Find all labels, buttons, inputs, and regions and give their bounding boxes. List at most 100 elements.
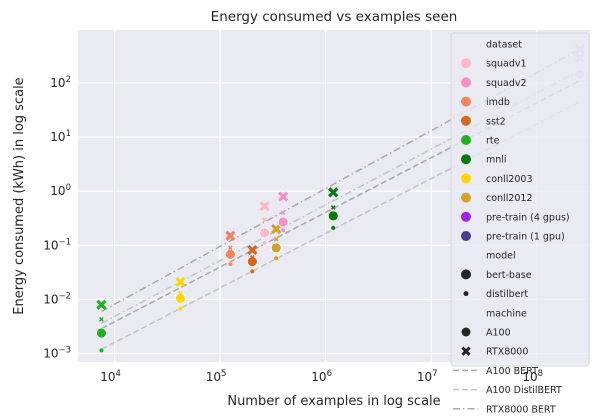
marker-stroke	[330, 205, 336, 210]
legend-label-sst2: sst2	[486, 116, 506, 127]
legend-label-line: A100 BERT	[486, 366, 538, 377]
legend-label-bert-base: bert-base	[486, 270, 532, 281]
marker-stroke	[461, 346, 471, 356]
data-point-circle	[227, 261, 233, 267]
marker-stroke	[178, 290, 183, 296]
legend-label-squadv1: squadv1	[486, 59, 527, 70]
data-point-circle	[273, 255, 279, 261]
marker-stroke	[96, 299, 107, 310]
data-point-cross	[247, 244, 258, 256]
marker-stroke	[250, 255, 255, 260]
marker-stroke	[280, 210, 286, 216]
data-point-cross	[250, 255, 255, 260]
y-tick-label: 102	[50, 75, 71, 90]
legend-label-squadv2: squadv2	[486, 78, 527, 89]
data-point-circle	[224, 249, 236, 260]
x-axis-ticks: 104 105 106 107 108	[100, 369, 543, 384]
marker-stroke	[259, 200, 270, 212]
marker-stroke	[175, 276, 186, 288]
data-point-circle	[174, 292, 186, 304]
data-point-circle	[98, 347, 104, 353]
data-point-cross	[271, 223, 282, 235]
y-axis-ticks: 10−3 10−2 10−1 100 101 102	[43, 75, 71, 361]
legend-label-mnli: mnli	[486, 155, 507, 166]
legend-label-rtx8000: RTX8000	[486, 347, 528, 358]
y-axis-label: Energy consumed (kWh) in log scale	[12, 77, 27, 314]
y-tick-label: 100	[50, 183, 71, 198]
data-point-circle	[262, 240, 268, 246]
data-point-cross	[96, 299, 107, 310]
legend-label-a100: A100	[486, 328, 511, 339]
legend-box	[450, 32, 590, 367]
y-tick-label: 101	[50, 129, 71, 144]
legend-header-dataset: dataset	[486, 40, 522, 51]
legend-marker-squadv2	[461, 77, 471, 88]
marker-stroke	[271, 223, 282, 235]
legend-marker-pre-train-4-gpus-	[461, 211, 471, 222]
chart-title: Energy consumed vs examples seen	[211, 9, 458, 25]
y-tick-label: 10−2	[43, 291, 71, 306]
x-tick-label: 107	[417, 369, 438, 384]
legend-label-distilbert: distilbert	[486, 289, 528, 300]
data-point-cross	[273, 236, 279, 242]
legend-label-conll2012: conll2012	[486, 193, 533, 204]
legend-marker-mnli	[461, 154, 471, 165]
legend-label-conll2003: conll2003	[486, 174, 533, 185]
legend-marker-rtx8000	[461, 346, 471, 356]
legend-label-pre-train-4-gpus-: pre-train (4 gpus)	[486, 212, 570, 223]
legend-label-line: A100 DistilBERT	[486, 385, 562, 396]
legend-marker-pre-train-1-gpu-	[461, 231, 471, 241]
legend-label-line: RTX8000 BERT	[486, 404, 556, 414]
data-point-cross	[225, 230, 236, 241]
marker-stroke	[99, 316, 104, 322]
legend-label-rte: rte	[486, 136, 500, 147]
x-axis-label: Number of examples in log scale	[227, 394, 440, 409]
x-tick-label: 108	[522, 369, 543, 384]
data-point-circle	[327, 210, 339, 222]
data-point-circle	[177, 306, 183, 312]
data-point-cross	[259, 200, 270, 212]
legend: dataset squadv1 squadv2 imdb sst2 rte mnli conl…	[450, 32, 590, 415]
marker-stroke	[247, 244, 258, 256]
data-point-circle	[280, 227, 286, 233]
marker-stroke	[273, 236, 279, 242]
data-point-cross	[330, 205, 336, 210]
data-point-circle	[96, 327, 107, 339]
data-point-circle	[259, 227, 271, 239]
data-point-circle	[270, 242, 282, 254]
legend-header-machine: machine	[486, 308, 527, 319]
data-point-cross	[278, 191, 289, 202]
x-tick-label: 105	[206, 369, 227, 384]
legend-marker-bert-base	[461, 269, 471, 280]
legend-label-imdb: imdb	[486, 97, 510, 108]
data-point-cross	[228, 245, 233, 251]
marker-stroke	[328, 187, 339, 198]
legend-marker-conll2003	[461, 173, 471, 184]
data-point-cross	[280, 210, 286, 216]
legend-header-model: model	[486, 251, 516, 262]
legend-label-pre-train-1-gpu-: pre-train (1 gpu)	[486, 232, 565, 243]
legend-marker-sst2	[461, 115, 471, 126]
legend-marker-rte	[461, 135, 471, 145]
legend-marker-a100	[461, 327, 471, 337]
y-tick-label: 10−1	[43, 237, 71, 252]
data-point-cross	[328, 187, 339, 198]
legend-marker-conll2012	[461, 192, 471, 203]
data-point-circle	[330, 225, 336, 231]
data-point-cross	[99, 316, 104, 322]
data-point-circle	[249, 268, 255, 274]
legend-marker-squadv1	[461, 58, 471, 69]
marker-stroke	[228, 245, 233, 251]
data-point-cross	[262, 217, 267, 222]
x-tick-label: 104	[100, 369, 121, 384]
y-tick-label: 10−3	[43, 346, 71, 361]
data-point-cross	[175, 276, 186, 288]
legend-marker-distilbert	[463, 291, 469, 297]
x-tick-label: 106	[311, 369, 332, 384]
legend-marker-imdb	[461, 96, 471, 107]
data-point-cross	[178, 290, 183, 296]
marker-stroke	[278, 191, 289, 202]
data-points	[96, 44, 586, 353]
data-point-circle	[277, 216, 289, 228]
